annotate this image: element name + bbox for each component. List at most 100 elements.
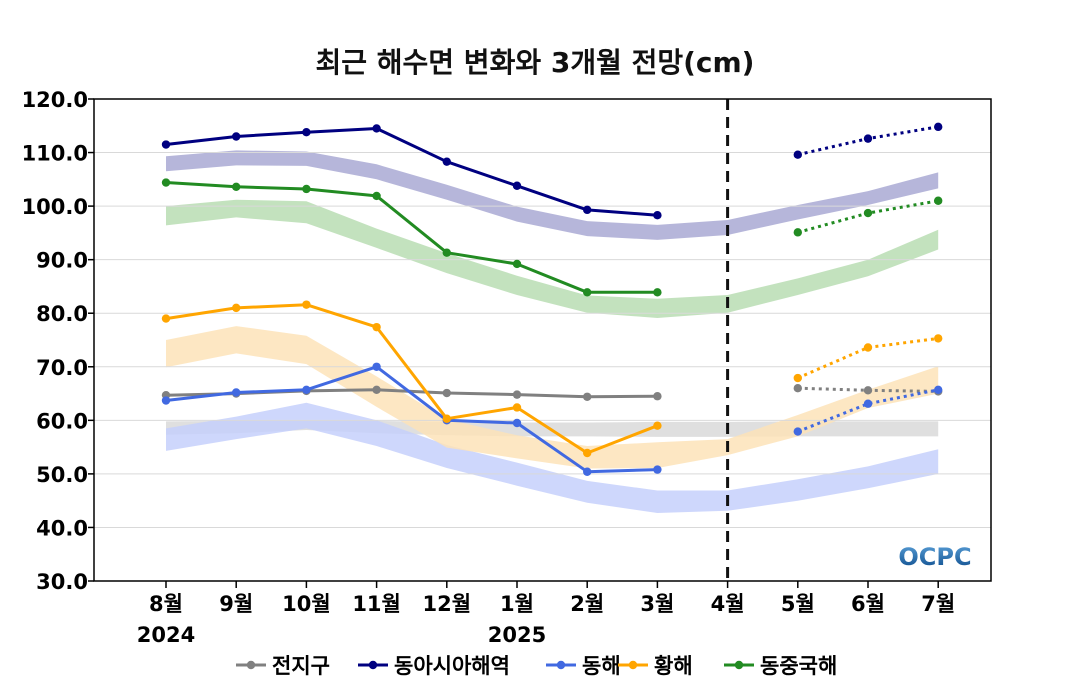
x-tick-label: 1월: [500, 592, 534, 616]
observed-point: [583, 205, 592, 215]
observed-point: [442, 388, 451, 398]
forecast-point: [934, 122, 943, 132]
y-tick-label: 30.0: [36, 570, 88, 594]
x-tick-label: 8월: [149, 592, 183, 616]
observed-point: [653, 392, 662, 401]
observed-point: [653, 465, 662, 474]
observed-point: [583, 288, 592, 297]
observed-line-동해: [165, 365, 658, 474]
forecast-point: [793, 150, 802, 159]
y-tick-label: 110.0: [22, 142, 88, 166]
observed-point: [372, 191, 381, 201]
legend-label: 전지구: [272, 654, 330, 678]
observed-point: [653, 288, 662, 297]
observed-point: [442, 157, 451, 166]
band-동해: [166, 402, 939, 513]
x-axis-ticks: 8월 9월 10월 11월 12월 1월 2월 3월 4월 5월 6월 7월 2024 2025: [137, 581, 955, 647]
legend-marker: [246, 660, 256, 670]
observed-point: [302, 385, 311, 395]
x-tick-label: 6월: [851, 592, 885, 616]
forecast-point: [793, 427, 802, 436]
observed-point: [653, 211, 662, 220]
logo-text: OCPC: [898, 543, 971, 571]
ocpc-logo: OCPC: [898, 543, 971, 571]
observed-point: [512, 418, 522, 428]
uncertainty-bands: [166, 150, 939, 513]
observed-line-동아시아해역: [165, 127, 658, 217]
observed-point: [161, 396, 171, 405]
observed-point: [372, 124, 381, 133]
observed-line-동중국해: [165, 181, 658, 294]
observed-point: [442, 248, 451, 257]
plot-area-border: [93, 98, 992, 582]
observed-point: [512, 390, 522, 399]
y-axis-ticks: 30.0 40.0 50.0 60.0 70.0 80.0 90.0 100.0 110.0 12…: [22, 88, 94, 594]
band-동중국해: [166, 199, 939, 318]
x-tick-label: 4월: [711, 592, 745, 616]
observed-point: [372, 385, 381, 395]
observed-point: [512, 403, 522, 412]
x-year-label: 2024: [137, 623, 195, 647]
legend-label: 황해: [654, 654, 693, 678]
legend: 전지구 동아시아해역 동해 황해 동중국해: [236, 654, 837, 678]
legend-marker: [556, 660, 566, 670]
observed-point: [302, 128, 311, 137]
y-tick-label: 50.0: [36, 463, 88, 487]
legend-label: 동중국해: [760, 654, 837, 678]
observed-point: [302, 184, 311, 194]
observed-point: [161, 140, 171, 149]
y-tick-label: 60.0: [36, 409, 88, 433]
x-tick-label: 5월: [781, 592, 815, 616]
x-year-label: 2025: [488, 623, 546, 647]
forecast-point: [793, 228, 802, 237]
y-tick-label: 40.0: [36, 516, 88, 540]
observed-point: [372, 322, 381, 332]
series-lines: [161, 122, 943, 476]
x-tick-label: 2월: [570, 592, 604, 616]
legend-marker: [628, 660, 638, 670]
observed-point: [302, 300, 311, 309]
observed-point: [583, 467, 592, 476]
observed-point: [583, 392, 592, 401]
x-tick-label: 12월: [423, 592, 472, 616]
observed-point: [512, 181, 522, 190]
legend-label: 동해: [582, 654, 621, 678]
observed-point: [512, 259, 522, 269]
forecast-point: [793, 384, 802, 393]
y-tick-label: 80.0: [36, 302, 88, 326]
forecast-point: [863, 134, 873, 143]
y-tick-label: 100.0: [22, 195, 88, 219]
forecast-point: [863, 386, 873, 395]
band-황해: [166, 326, 939, 469]
forecast-point: [934, 196, 943, 205]
band-동아시아해역: [166, 150, 939, 240]
observed-line-황해: [165, 303, 658, 455]
observed-point: [372, 362, 381, 371]
y-tick-label: 120.0: [22, 88, 88, 112]
x-tick-label: 7월: [921, 592, 955, 616]
observed-point: [442, 414, 451, 423]
x-tick-label: 9월: [219, 592, 253, 616]
legend-marker: [368, 660, 378, 670]
observed-point: [232, 182, 241, 192]
forecast-point: [863, 399, 873, 408]
observed-point: [232, 388, 241, 397]
forecast-point: [863, 208, 873, 218]
observed-point: [232, 303, 241, 313]
forecast-point: [934, 334, 943, 343]
observed-point: [161, 314, 171, 323]
forecast-point: [863, 343, 873, 352]
forecast-point: [793, 373, 802, 383]
observed-point: [583, 448, 592, 458]
x-tick-label: 3월: [640, 592, 674, 616]
x-tick-label: 11월: [352, 592, 401, 616]
observed-point: [232, 132, 241, 141]
observed-point: [161, 178, 171, 187]
observed-point: [653, 421, 662, 430]
y-tick-label: 70.0: [36, 356, 88, 380]
x-tick-label: 10월: [282, 592, 331, 616]
chart-title: 최근 해수면 변화와 3개월 전망(cm): [316, 46, 755, 79]
y-tick-label: 90.0: [36, 249, 88, 273]
gridlines: [94, 152, 991, 528]
